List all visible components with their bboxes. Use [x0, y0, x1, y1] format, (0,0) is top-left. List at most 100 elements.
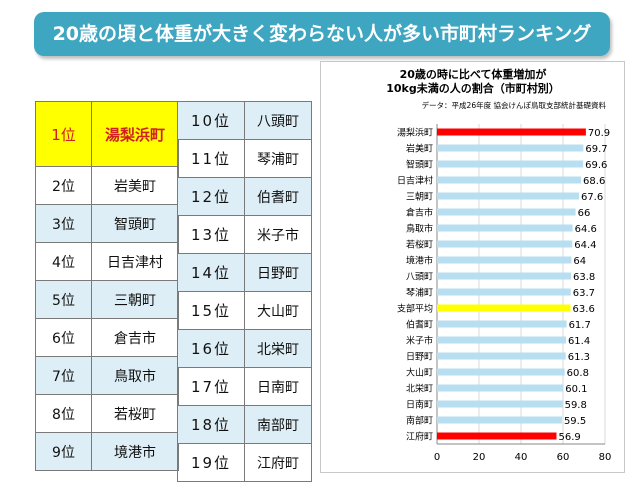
bar [437, 192, 579, 200]
table-row: 3位 智頭町 [35, 204, 179, 243]
bar [437, 240, 573, 248]
municipality-cell: 琴浦町 [244, 139, 312, 178]
municipality-cell: 江府町 [244, 443, 312, 482]
data-label: 68.6 [583, 176, 605, 187]
rank-cell: 11位 [177, 139, 245, 178]
category-label: 南部町 [406, 415, 433, 427]
category-label: 岩美町 [406, 143, 433, 155]
municipality-cell: 日南町 [244, 367, 312, 406]
table-row: 12位 伯耆町 [177, 177, 312, 216]
table-row: 6位 倉吉市 [35, 318, 179, 357]
municipality-cell: 大山町 [244, 291, 312, 330]
table-row: 4位 日吉津村 [35, 242, 179, 281]
table-row: 13位 米子市 [177, 215, 312, 254]
rank-cell: 15位 [177, 291, 245, 330]
bar [437, 416, 562, 424]
data-label: 61.3 [568, 352, 590, 363]
data-label: 59.5 [564, 416, 586, 427]
municipality-cell: 日野町 [244, 253, 312, 292]
municipality-cell: 伯耆町 [244, 177, 312, 216]
rank-cell: 18位 [177, 405, 245, 444]
category-label: 大山町 [406, 367, 433, 379]
rank-cell: 8位 [35, 394, 92, 433]
table-row: 9位 境港市 [35, 432, 179, 471]
rank-cell: 17位 [177, 367, 245, 406]
data-label: 61.7 [569, 320, 591, 331]
bar [437, 288, 571, 296]
category-label: 北栄町 [406, 383, 433, 395]
municipality-cell: 境港市 [91, 432, 179, 471]
rank-cell: 14位 [177, 253, 245, 292]
data-label: 63.8 [573, 272, 595, 283]
data-label: 66 [578, 208, 591, 219]
table-row: 1位 湯梨浜町 [35, 101, 179, 167]
category-label: 江府町 [406, 431, 433, 443]
table-row: 18位 南部町 [177, 405, 312, 444]
category-label: 支部平均 [397, 303, 433, 315]
bar [437, 176, 582, 184]
x-tick-label: 40 [515, 452, 528, 463]
category-label: 日野町 [406, 352, 433, 363]
bar [437, 144, 584, 152]
data-label: 59.8 [565, 400, 587, 411]
page-title-banner: 20歳の頃と体重が大きく変わらない人が多い市町村ランキング [34, 12, 610, 56]
rank-cell: 16位 [177, 329, 245, 368]
table-row: 16位 北栄町 [177, 329, 312, 368]
bar [437, 432, 557, 440]
data-label: 63.7 [573, 288, 595, 299]
data-label: 69.6 [585, 160, 607, 171]
category-label: 伯耆町 [406, 319, 433, 331]
table-row: 15位 大山町 [177, 291, 312, 330]
data-label: 64.4 [574, 240, 596, 251]
municipality-cell: 北栄町 [244, 329, 312, 368]
rank-cell: 7位 [35, 356, 92, 395]
table-row: 19位 江府町 [177, 443, 312, 482]
municipality-cell: 湯梨浜町 [91, 101, 179, 167]
municipality-cell: 智頭町 [91, 204, 179, 243]
rank-cell: 12位 [177, 177, 245, 216]
category-label: 倉吉市 [406, 207, 433, 219]
data-label: 56.9 [558, 432, 580, 443]
bar [437, 272, 571, 280]
data-label: 69.7 [585, 144, 607, 155]
data-label: 60.1 [565, 384, 587, 395]
ranking-table-right: 10位 八頭町 11位 琴浦町 12位 伯耆町 13位 米子市 14位 日野町 15位 大山町 16位北… [177, 101, 312, 482]
bar [437, 320, 567, 328]
x-tick-label: 80 [599, 452, 612, 463]
municipality-cell: 倉吉市 [91, 318, 179, 357]
chart-title: 20歳の時に比べて体重増加が [400, 67, 547, 81]
x-tick-label: 0 [434, 452, 440, 463]
table-row: 14位 日野町 [177, 253, 312, 292]
table-row: 17位 日南町 [177, 367, 312, 406]
bar [437, 368, 565, 376]
category-label: 米子市 [406, 335, 433, 347]
table-row: 5位 三朝町 [35, 280, 179, 319]
table-row: 8位 若桜町 [35, 394, 179, 433]
category-label: 琴浦町 [406, 287, 433, 299]
municipality-cell: 日吉津村 [91, 242, 179, 281]
category-label: 鳥取市 [406, 223, 433, 235]
data-label: 67.6 [581, 192, 603, 203]
municipality-cell: 八頭町 [244, 101, 312, 140]
data-label: 70.9 [588, 128, 610, 139]
bar [437, 304, 571, 312]
bar [437, 128, 586, 136]
bar [437, 160, 584, 168]
data-label: 64.6 [575, 224, 597, 235]
page-title: 20歳の頃と体重が大きく変わらない人が多い市町村ランキング [52, 23, 592, 45]
rank-cell: 13位 [177, 215, 245, 254]
chart-source: データ：平成26年度 協会けんぽ鳥取支部統計基礎資料 [422, 100, 607, 110]
x-tick-label: 60 [557, 452, 570, 463]
municipality-cell: 三朝町 [91, 280, 179, 319]
rank-cell: 6位 [35, 318, 92, 357]
rank-cell: 2位 [35, 166, 92, 205]
data-label: 64 [573, 256, 586, 267]
bar [437, 208, 576, 216]
rank-cell: 9位 [35, 432, 92, 471]
rank-cell: 3位 [35, 204, 92, 243]
bar [437, 336, 566, 344]
municipality-cell: 若桜町 [91, 394, 179, 433]
ranking-table-left: 1位 湯梨浜町 2位 岩美町 3位 智頭町 4位 日吉津村 5位 三朝町 6位 倉吉市 7位 鳥取市 8位若… [35, 101, 179, 471]
bar [437, 256, 572, 264]
